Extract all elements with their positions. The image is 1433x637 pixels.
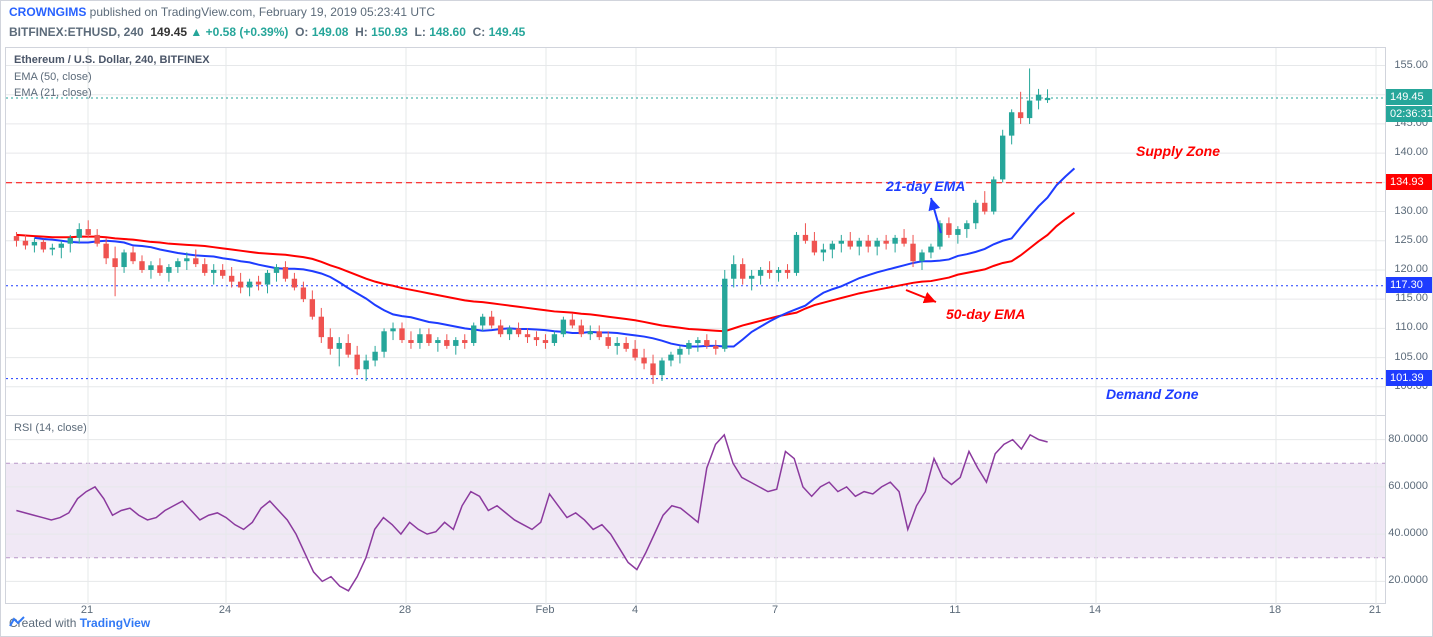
price-tick: 125.00	[1394, 234, 1428, 246]
tradingview-logo-icon	[9, 616, 25, 628]
annotation-label: 21-day EMA	[886, 178, 965, 194]
price-tick: 155.00	[1394, 59, 1428, 71]
rsi-legend: RSI (14, close)	[14, 420, 87, 437]
price-tick: 110.00	[1395, 321, 1428, 333]
rsi-chart-svg	[6, 416, 1385, 605]
time-tick: Feb	[536, 604, 555, 616]
open-label: O:	[295, 25, 308, 39]
rsi-tick: 60.0000	[1388, 480, 1428, 492]
rsi-pane[interactable]: RSI (14, close)	[6, 416, 1385, 603]
price-tick: 140.00	[1394, 146, 1428, 158]
last-price: 149.45	[150, 25, 187, 39]
price-line-tag: 101.39	[1386, 370, 1432, 386]
annotation-label: 50-day EMA	[946, 306, 1025, 322]
time-tick: 4	[632, 604, 638, 616]
price-pane[interactable]: Ethereum / U.S. Dollar, 240, BITFINEX EM…	[6, 48, 1385, 416]
time-tick: 18	[1269, 604, 1281, 616]
time-tick: 7	[772, 604, 778, 616]
symbol: BITFINEX:ETHUSD	[9, 25, 117, 39]
footer: Created with TradingView	[9, 616, 150, 630]
time-tick: 21	[1369, 604, 1381, 616]
price-line-tag: 149.45	[1386, 89, 1432, 105]
low-label: L:	[415, 25, 426, 39]
symbol-infobar: BITFINEX:ETHUSD, 240 149.45 ▲ +0.58 (+0.…	[9, 25, 525, 39]
close-val: 149.45	[489, 25, 526, 39]
publish-header: CROWNGIMS published on TradingView.com, …	[9, 5, 435, 19]
published-text: published on TradingView.com, February 1…	[90, 5, 435, 19]
time-tick: 11	[949, 604, 960, 616]
rsi-tick: 40.0000	[1388, 527, 1428, 539]
arrow-icon: ▲	[190, 25, 202, 39]
open-val: 149.08	[312, 25, 349, 39]
time-tick: 14	[1089, 604, 1101, 616]
time-tick: 21	[81, 604, 93, 616]
price-chart-svg	[6, 48, 1385, 416]
time-tick: 24	[219, 604, 231, 616]
chart-title: Ethereum / U.S. Dollar, 240, BITFINEX	[14, 52, 210, 69]
price-legend: Ethereum / U.S. Dollar, 240, BITFINEX EM…	[14, 52, 210, 102]
high-label: H:	[355, 25, 368, 39]
low-val: 148.60	[429, 25, 466, 39]
price-tick: 105.00	[1394, 351, 1428, 363]
chart-area[interactable]: Ethereum / U.S. Dollar, 240, BITFINEX EM…	[5, 47, 1386, 604]
ema21-legend: EMA (21, close)	[14, 85, 210, 102]
high-val: 150.93	[371, 25, 408, 39]
price-tick: 115.00	[1395, 292, 1428, 304]
price-tick: 130.00	[1394, 205, 1428, 217]
time-x-axis: 212428Feb471114182125Mar	[5, 604, 1386, 624]
change-pct: (+0.39%)	[239, 25, 288, 39]
chart-wrapper: CROWNGIMS published on TradingView.com, …	[0, 0, 1433, 637]
countdown-tag: 02:36:31	[1386, 106, 1432, 122]
change: +0.58	[206, 25, 236, 39]
ema50-legend: EMA (50, close)	[14, 69, 210, 86]
annotation-label: Demand Zone	[1106, 386, 1199, 402]
author-name: CROWNGIMS	[9, 5, 86, 19]
close-label: C:	[473, 25, 486, 39]
price-line-tag: 117.30	[1386, 277, 1432, 293]
rsi-tick: 80.0000	[1388, 433, 1428, 445]
rsi-tick: 20.0000	[1388, 574, 1428, 586]
price-tick: 120.00	[1394, 263, 1428, 275]
annotation-label: Supply Zone	[1136, 143, 1220, 159]
time-tick: 28	[399, 604, 411, 616]
tradingview-text: TradingView	[80, 616, 150, 630]
rsi-y-axis: 20.0000 40.0000 60.0000 80.0000	[1386, 415, 1432, 604]
interval: 240	[124, 25, 144, 39]
price-line-tag: 134.93	[1386, 174, 1432, 190]
